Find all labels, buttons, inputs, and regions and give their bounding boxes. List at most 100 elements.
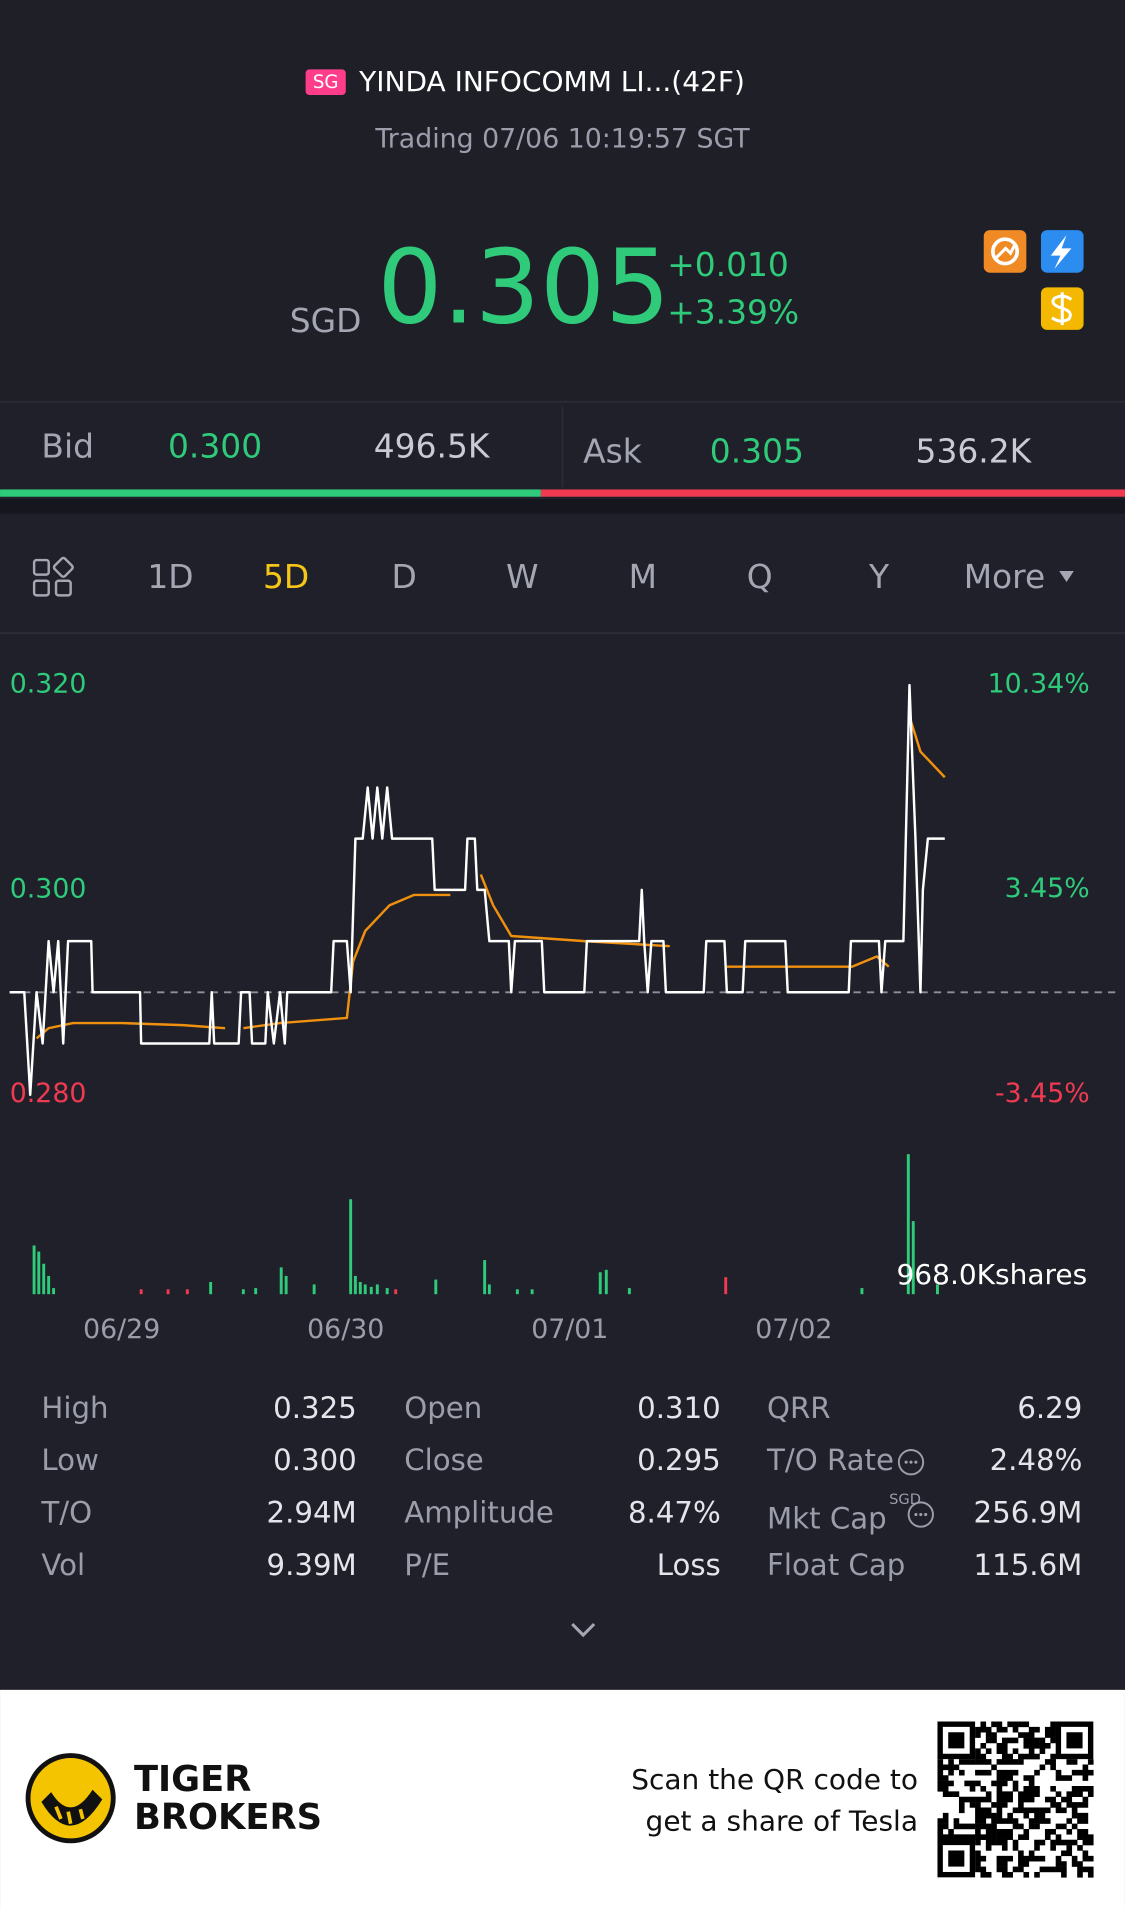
y2-tick-label: 10.34% (988, 669, 1090, 700)
feature-icon[interactable] (983, 230, 1027, 273)
layout-icon[interactable] (32, 556, 74, 597)
qr-module (991, 1818, 997, 1824)
stat-label: P/E (404, 1548, 450, 1582)
price: 0.305 (377, 228, 670, 347)
qr-module (1028, 1737, 1035, 1744)
qr-module (1050, 1866, 1056, 1873)
qr-module (980, 1721, 987, 1728)
qr-module (996, 1748, 1003, 1754)
qr-module (991, 1839, 997, 1846)
price-change-pct: +3.39% (667, 293, 799, 332)
info-icon[interactable] (897, 1449, 925, 1476)
qr-module (1018, 1796, 1024, 1803)
qr-finder (948, 1850, 965, 1867)
qr-module (969, 1780, 976, 1787)
period-tab[interactable]: Y (868, 557, 890, 596)
qr-module (1071, 1791, 1078, 1797)
volume-bar (394, 1289, 398, 1295)
section-gap (0, 499, 1125, 514)
qr-finder (937, 1839, 976, 1878)
qr-module (1087, 1785, 1094, 1792)
period-tab[interactable]: 5D (263, 557, 309, 596)
qr-module (1028, 1743, 1035, 1749)
qr-module (953, 1834, 960, 1840)
qr-module (1071, 1759, 1078, 1765)
qr-module (1001, 1737, 1008, 1744)
period-tab[interactable]: D (392, 557, 417, 596)
qr-module (1028, 1850, 1035, 1857)
bid-price: 0.300 (168, 427, 262, 466)
volume-bar (32, 1245, 36, 1295)
qr-finder (1066, 1732, 1083, 1749)
volume-max-label: 968.0Kshares (896, 1258, 1087, 1291)
brand-logo-stripe (41, 1789, 103, 1826)
stat-value: 8.47% (628, 1496, 721, 1530)
qr-module (996, 1791, 1003, 1797)
qr-module (991, 1834, 997, 1840)
volume-bar (515, 1289, 519, 1295)
period-tab[interactable]: M (629, 557, 657, 596)
volume-bar (209, 1281, 213, 1295)
stat-label: Close (404, 1443, 484, 1477)
price-line (35, 720, 946, 1040)
qr-module (953, 1818, 960, 1824)
bid-volume: 496.5K (374, 427, 491, 466)
volume-bar (385, 1288, 389, 1295)
qr-module (1001, 1791, 1008, 1797)
qr-module (996, 1834, 1003, 1840)
qr-module (1061, 1796, 1067, 1803)
qr-module (975, 1823, 981, 1830)
qr-module (991, 1732, 997, 1738)
volume-bar (530, 1289, 534, 1295)
qr-module (1039, 1818, 1046, 1824)
qr-module (1044, 1807, 1051, 1814)
y-tick-label: 0.280 (10, 1078, 87, 1109)
info-icon[interactable] (907, 1501, 934, 1528)
period-tab[interactable]: More (964, 557, 1045, 596)
stat-value: 0.300 (273, 1443, 357, 1477)
qr-module (1077, 1802, 1083, 1808)
period-tab[interactable]: Q (747, 557, 773, 596)
qr-module (1039, 1807, 1046, 1814)
stat-label: T/O (40, 1496, 92, 1530)
qr-module (1050, 1796, 1056, 1803)
promo-text: Scan the QR code to (631, 1763, 918, 1796)
qr-module (1050, 1839, 1056, 1846)
qr-module (1050, 1785, 1056, 1792)
qr-module (996, 1726, 1003, 1733)
volume-bar (483, 1260, 487, 1295)
qr-module (958, 1834, 965, 1840)
qr-module (1061, 1823, 1067, 1830)
expand-chevron[interactable] (571, 1623, 596, 1638)
info-icon-dot (914, 1460, 918, 1464)
volume-bar (604, 1269, 608, 1295)
qr-module (1023, 1834, 1030, 1840)
qr-module (975, 1812, 981, 1819)
volume-bar (375, 1284, 379, 1295)
qr-module (942, 1834, 949, 1840)
qr-module (1087, 1834, 1094, 1840)
qr-module (985, 1828, 992, 1835)
qr-module (1071, 1861, 1078, 1867)
stat-value: 0.295 (637, 1443, 721, 1477)
volume-bar (434, 1279, 438, 1295)
qr-module (1082, 1850, 1089, 1857)
qr-module (1007, 1855, 1013, 1862)
qr-module (1007, 1775, 1013, 1781)
period-tab[interactable]: 1D (147, 557, 193, 596)
qr-module (1066, 1850, 1073, 1857)
volume-bar (185, 1289, 189, 1295)
period-tab[interactable]: W (506, 557, 539, 596)
qr-code[interactable] (937, 1721, 1094, 1878)
qr-module (1071, 1812, 1078, 1819)
icon-glyph (994, 242, 1017, 260)
volume-bar (47, 1275, 51, 1295)
qr-module (942, 1764, 949, 1771)
qr-module (1023, 1807, 1030, 1814)
qr-module (996, 1743, 1003, 1749)
qr-module (1039, 1812, 1046, 1819)
qr-module (1055, 1855, 1062, 1862)
qr-module (1001, 1769, 1008, 1776)
qr-module (996, 1769, 1003, 1776)
qr-module (1023, 1737, 1030, 1744)
